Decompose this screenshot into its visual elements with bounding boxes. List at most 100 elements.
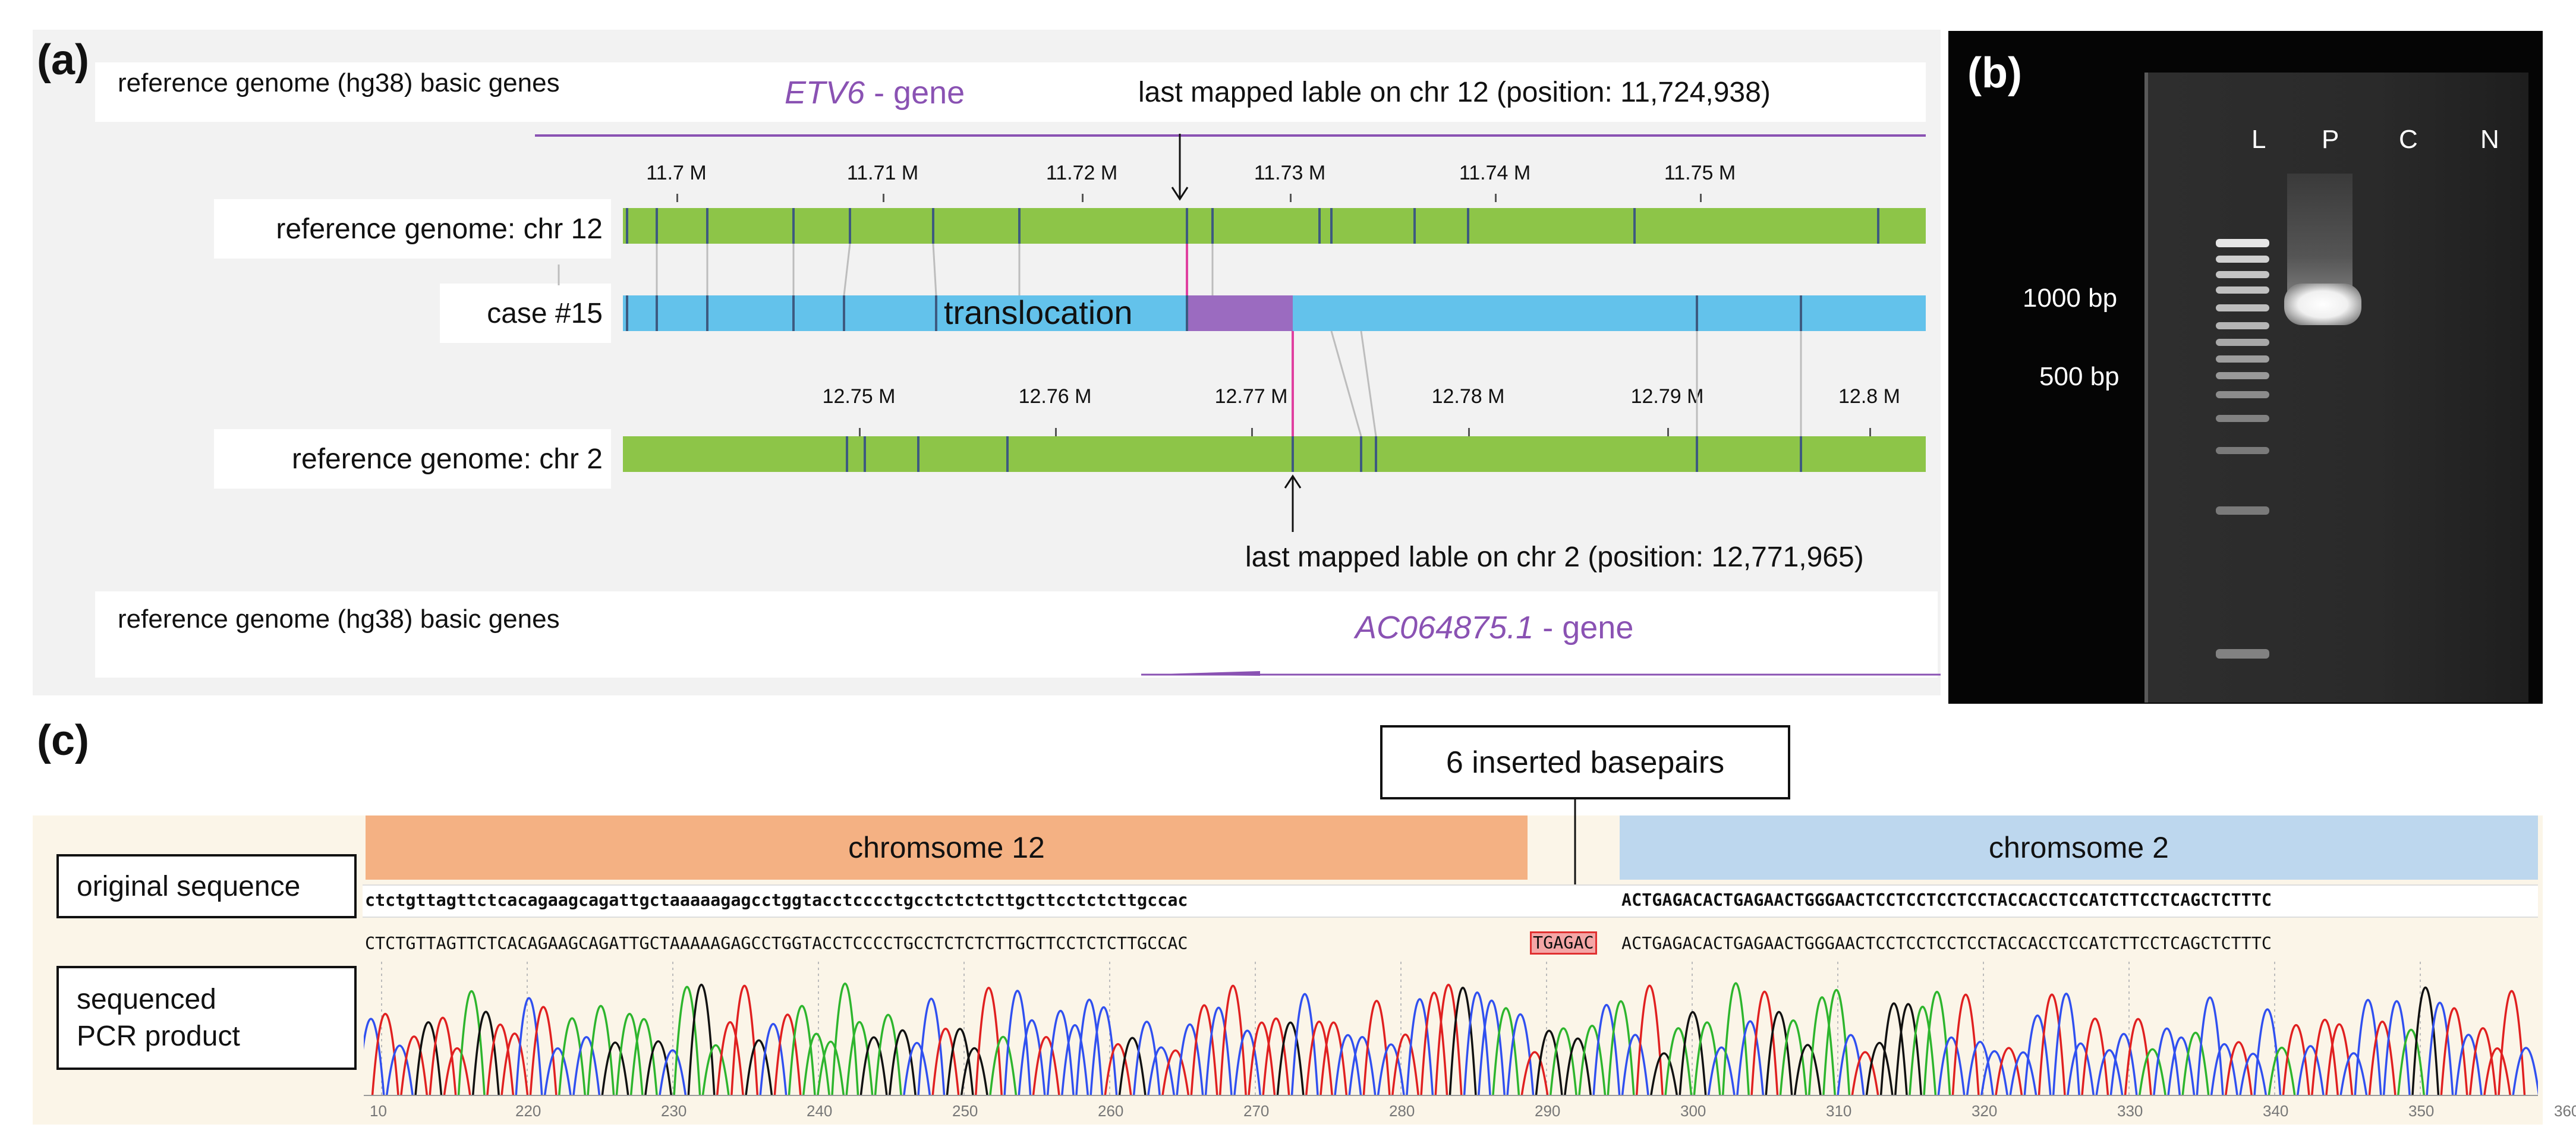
trace-peak-60	[1204, 1006, 1233, 1096]
chr12-label-markers	[626, 208, 1879, 244]
trace-peak-123	[2109, 1032, 2138, 1096]
panel-a-background	[33, 30, 1941, 695]
trace-peak-56	[1147, 1046, 1176, 1096]
insert-annotation-label: 6 inserted basepairs	[1446, 745, 1725, 780]
alignment-overlay	[558, 208, 1879, 472]
bottom-breakpoint-annotation: last mapped lable on chr 2 (position: 12…	[1245, 541, 1864, 573]
trace-peak-36	[859, 1036, 888, 1096]
lane-label-ladder: L	[2251, 125, 2266, 154]
chr12-tick-label-3: 11.72 M	[1045, 162, 1118, 184]
trace-peak-144	[2411, 986, 2440, 1096]
bottom-gene-line	[1141, 671, 1941, 676]
position-tick-5: 250	[952, 1102, 978, 1120]
top-gene-name: ETV6 - gene	[785, 74, 965, 111]
trace-peak-148	[2468, 1027, 2497, 1096]
chr12-tick-mark-1	[676, 194, 678, 202]
trace-peak-23	[673, 985, 701, 1096]
trace-peak-89	[1621, 1034, 1649, 1096]
sample-lane-smear	[2287, 174, 2353, 292]
case-track-label: case #15	[487, 297, 603, 329]
trace-peak-75	[1420, 991, 1448, 1096]
trace-peak-122	[2095, 1049, 2124, 1096]
trace-peak-38	[888, 1029, 917, 1096]
chr12-tick-mark-6	[1700, 194, 1702, 202]
trace-peak-140	[2354, 999, 2382, 1096]
trace-peak-84	[1549, 1027, 1577, 1096]
chromatogram-traces	[364, 982, 2538, 1096]
case-track-label-box: case #15	[440, 284, 611, 343]
chr12-tick-mark-5	[1495, 194, 1497, 202]
trace-peak-102	[1807, 996, 1836, 1096]
position-tick-2: 220	[515, 1102, 541, 1120]
trace-peak-114	[1980, 1050, 2009, 1096]
trace-peak-143	[2397, 1028, 2426, 1096]
trace-peak-21	[644, 1040, 673, 1096]
top-gene-track-label-box: reference genome (hg38) basic genes	[95, 62, 1926, 122]
trace-peak-43	[960, 1047, 988, 1096]
trace-peak-95	[1707, 1046, 1736, 1096]
trace-peak-92	[1664, 1027, 1693, 1096]
trace-peak-77	[1448, 987, 1477, 1096]
trace-peak-67	[1305, 1021, 1333, 1096]
trace-peak-130	[2210, 1043, 2238, 1096]
trace-peak-115	[1995, 1047, 2023, 1096]
lane-label-patient: P	[2322, 125, 2339, 154]
trace-peak-146	[2440, 1007, 2468, 1096]
trace-peak-126	[2153, 1027, 2181, 1096]
trace-peak-14	[543, 1047, 572, 1096]
trace-peak-70	[1348, 1036, 1377, 1096]
trace-peak-83	[1535, 1029, 1563, 1096]
trace-peak-106	[1865, 1041, 1894, 1096]
position-tick-16: 360	[2554, 1102, 2576, 1120]
trace-peak-1	[364, 1018, 385, 1096]
lane-label-control: C	[2399, 125, 2418, 154]
panel-c-letter: (c)	[37, 717, 89, 764]
trace-peak-125	[2138, 1048, 2166, 1096]
gel-image: L P C N 1000 bp 500 bp	[1948, 31, 2543, 704]
breakpoint-lines	[1186, 244, 1294, 436]
original-seq-left: ctctgttagttctcacagaagcagattgctaaaaagagcc…	[365, 890, 1188, 910]
trace-peak-79	[1478, 999, 1506, 1096]
trace-peak-65	[1276, 1021, 1305, 1096]
chr12-tick-label-1: 11.7 M	[646, 162, 707, 184]
pcr-seq-right: ACTGAGACACTGAGAACTGGGAACTCCTCCTCCTCCTACC…	[1621, 934, 2272, 953]
trace-peak-139	[2339, 1052, 2368, 1096]
trace-peak-12	[515, 997, 543, 1096]
chr12-bar: chromsome 12	[366, 815, 1528, 880]
original-sequence-label: original sequence	[77, 870, 301, 902]
position-tick-10: 300	[1680, 1102, 1706, 1120]
trace-peak-91	[1650, 1052, 1679, 1096]
size-marker-1000bp: 1000 bp	[2023, 284, 2118, 313]
top-gene-symbol: ETV6	[785, 75, 865, 111]
chr2-label-markers	[846, 436, 1802, 472]
trace-peak-50	[1061, 1024, 1089, 1096]
trace-peak-19	[615, 1013, 644, 1096]
bottom-arrow	[1284, 474, 1302, 532]
position-tick-13: 330	[2117, 1102, 2143, 1120]
trace-peak-134	[2268, 1046, 2296, 1096]
position-tick-14: 340	[2263, 1102, 2289, 1120]
trace-peak-51	[1075, 999, 1104, 1096]
chr12-tick-mark-3	[1082, 194, 1084, 202]
position-tick-4: 240	[807, 1102, 833, 1120]
trace-peak-98	[1750, 990, 1779, 1096]
trace-peak-128	[2181, 1031, 2210, 1096]
trace-peak-76	[1434, 984, 1463, 1096]
trace-peak-59	[1190, 1004, 1218, 1096]
top-breakpoint-annotation: last mapped lable on chr 12 (position: 1…	[1138, 77, 1771, 108]
trace-peak-20	[629, 1018, 658, 1096]
trace-peak-44	[974, 987, 1003, 1096]
chr2-tick-label-1: 12.75 M	[822, 385, 896, 408]
trace-peak-2	[371, 1012, 399, 1096]
trace-peak-7	[443, 1047, 471, 1096]
chr12-tick-label-4: 11.73 M	[1254, 162, 1326, 184]
trace-peak-150	[2498, 990, 2526, 1096]
translocated-segment	[1187, 295, 1293, 331]
trace-peak-68	[1320, 1021, 1348, 1096]
position-tick-15: 350	[2408, 1102, 2435, 1120]
trace-peak-6	[429, 1016, 457, 1096]
chr2-tick-label-3: 12.77 M	[1214, 385, 1288, 408]
trace-peak-69	[1334, 1034, 1362, 1096]
panel-a-letter: (a)	[37, 36, 89, 84]
